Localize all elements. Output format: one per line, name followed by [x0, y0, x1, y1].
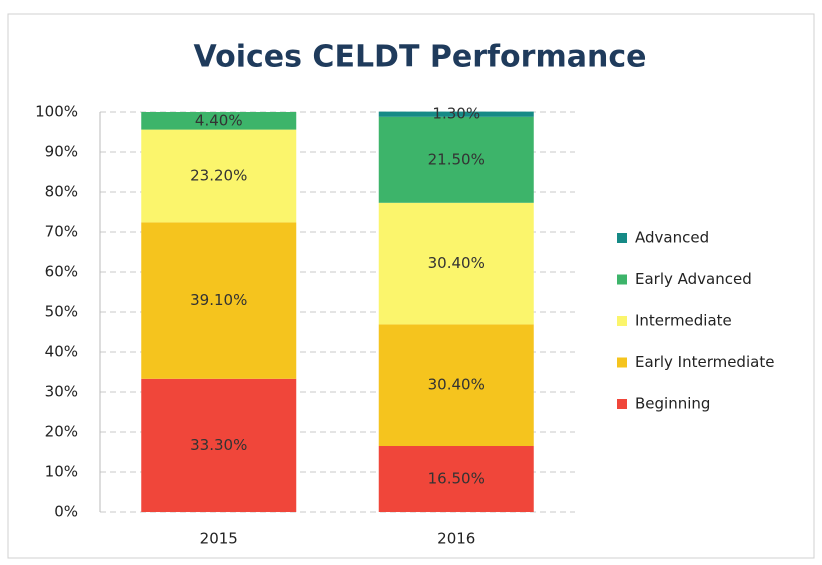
data-label: 16.50%: [428, 470, 485, 488]
legend-label: Intermediate: [635, 312, 732, 330]
data-label: 23.20%: [190, 167, 247, 185]
y-tick-label: 60%: [45, 263, 78, 281]
bar-segment: [378, 111, 534, 117]
data-label: 30.40%: [428, 254, 485, 272]
legend-label: Early Intermediate: [635, 353, 774, 371]
bar-segment: [141, 222, 297, 379]
bar-segment: [141, 129, 297, 223]
legend-swatch: [617, 274, 627, 285]
data-label: 39.10%: [190, 291, 247, 309]
y-tick-label: 50%: [45, 303, 78, 321]
legend-swatch: [617, 357, 627, 368]
y-tick-label: 80%: [45, 183, 78, 201]
y-tick-label: 40%: [45, 343, 78, 361]
legend-label: Early Advanced: [635, 270, 752, 288]
legend-label: Advanced: [635, 229, 709, 247]
bar-segment: [378, 324, 534, 446]
y-tick-label: 10%: [45, 463, 78, 481]
bar-segment: [378, 116, 534, 203]
y-tick-label: 30%: [45, 383, 78, 401]
legend-label: Beginning: [635, 395, 710, 413]
chart-title: Voices CELDT Performance: [194, 40, 647, 75]
data-label: 21.50%: [428, 150, 485, 168]
legend-swatch: [617, 233, 627, 243]
data-label: 1.30%: [432, 105, 480, 123]
data-label: 30.40%: [428, 376, 485, 394]
bar-segment: [378, 446, 534, 512]
bar-segment: [378, 202, 534, 325]
bar-segment: [141, 112, 297, 130]
data-label: 33.30%: [190, 436, 247, 454]
legend-swatch: [617, 316, 627, 326]
data-label: 4.40%: [195, 111, 243, 129]
y-tick-label: 100%: [35, 103, 78, 121]
y-tick-label: 0%: [54, 503, 78, 521]
y-tick-label: 90%: [45, 143, 78, 161]
bar-segment: [141, 378, 297, 512]
x-tick-label: 2016: [437, 530, 475, 548]
y-tick-label: 70%: [45, 223, 78, 241]
y-tick-label: 20%: [45, 423, 78, 441]
legend-swatch: [617, 399, 627, 409]
x-tick-label: 2015: [200, 530, 238, 548]
